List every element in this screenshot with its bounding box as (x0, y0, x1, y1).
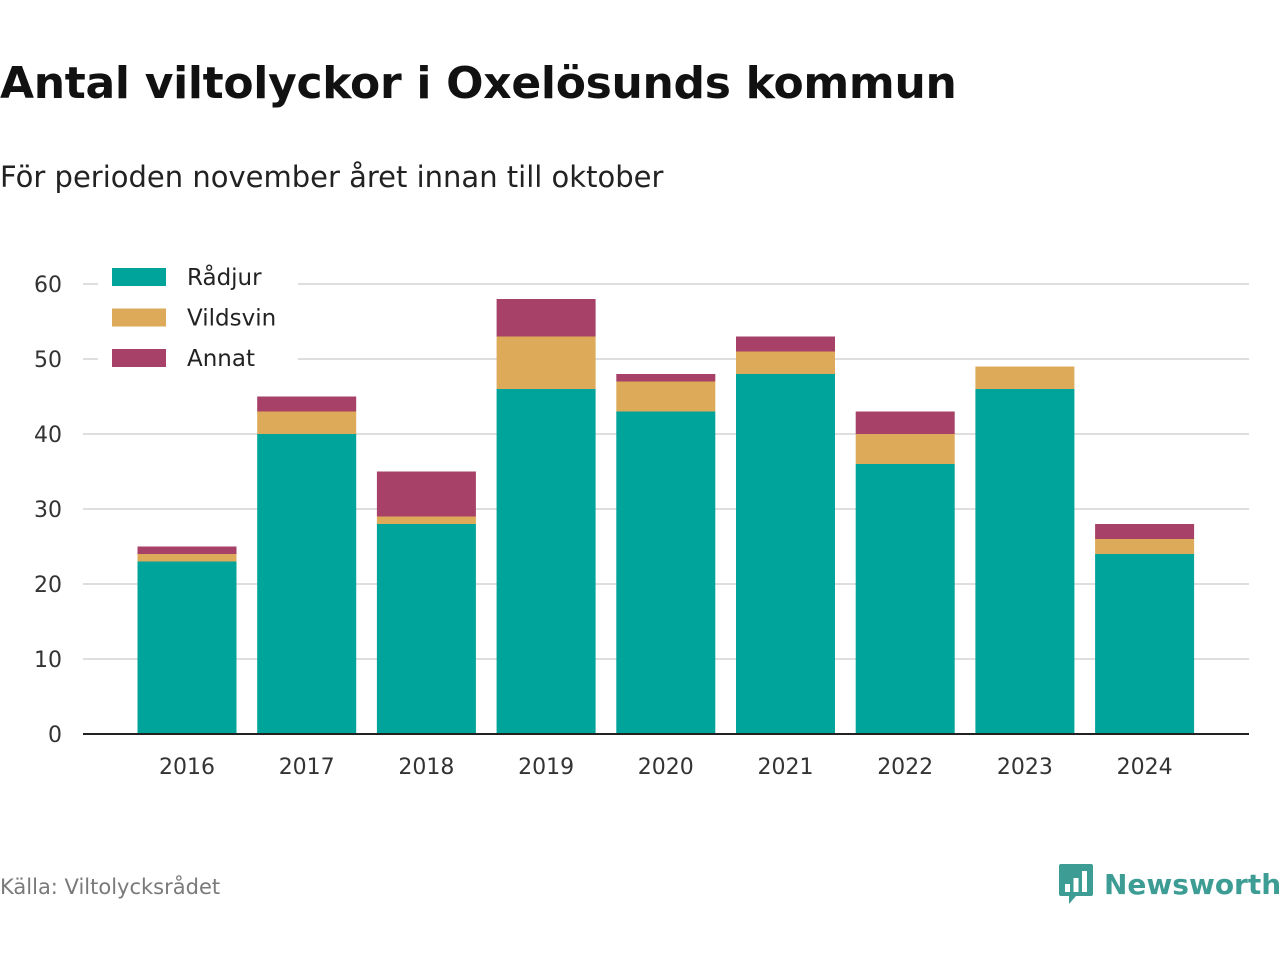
y-tick-label: 40 (34, 423, 62, 448)
y-tick-label: 10 (34, 648, 62, 673)
legend-label: Annat (187, 346, 255, 372)
bar-segment (616, 411, 716, 734)
bar-segment (137, 561, 237, 734)
bar-segment (1095, 554, 1195, 734)
bar-segment (257, 396, 357, 412)
bar-chart-speech-bubble-icon (1059, 864, 1093, 904)
chart-title: Antal viltolyckor i Oxelösunds kommun (0, 58, 957, 109)
x-tick-label: 2020 (638, 755, 694, 780)
legend: Rådjur Vildsvin Annat (98, 254, 298, 382)
y-tick-label: 0 (48, 723, 62, 748)
y-tick-label: 50 (34, 348, 62, 373)
y-tick-label: 30 (34, 498, 62, 523)
x-tick-label: 2024 (1117, 755, 1173, 780)
bar-segment (496, 336, 596, 389)
legend-label: Vildsvin (187, 306, 276, 332)
x-tick-label: 2021 (758, 755, 814, 780)
legend-swatch (112, 268, 166, 286)
bars (137, 299, 1195, 734)
bar-segment (137, 546, 237, 554)
bar-segment (1095, 539, 1195, 554)
bar-segment (616, 374, 716, 382)
bar-segment (137, 554, 237, 562)
legend-label: Rådjur (187, 263, 262, 291)
bar-segment (496, 299, 596, 337)
y-tick-label: 60 (34, 273, 62, 298)
x-tick-label: 2017 (279, 755, 335, 780)
bar-segment (257, 411, 357, 434)
chart-subtitle: För perioden november året innan till ok… (0, 160, 664, 194)
y-tick-label: 20 (34, 573, 62, 598)
bar-segment (736, 351, 835, 374)
bar-segment (855, 411, 955, 434)
bar-segment (855, 464, 955, 734)
bar-segment (496, 389, 596, 734)
x-tick-label: 2023 (997, 755, 1053, 780)
brand-name: Newsworthy (1104, 867, 1280, 901)
bar-segment (376, 524, 476, 734)
x-tick-label: 2016 (159, 755, 215, 780)
x-tick-label: 2019 (518, 755, 574, 780)
bar-segment (736, 374, 835, 734)
bar-segment (855, 434, 955, 464)
bar-segment (257, 434, 357, 734)
bar-segment (1095, 524, 1195, 539)
bar-segment (616, 381, 716, 412)
bar-segment (376, 471, 476, 517)
legend-swatch (112, 349, 166, 367)
bar-segment (975, 389, 1075, 734)
legend-swatch (112, 308, 166, 327)
y-axis-ticks: 0 10 20 30 40 50 60 (34, 273, 62, 748)
bar-segment (376, 516, 476, 524)
x-tick-label: 2022 (877, 755, 933, 780)
source-note: Källa: Viltolycksrådet (0, 875, 221, 899)
bar-segment (975, 366, 1075, 389)
x-axis-ticks: 2016 2017 2018 2019 2020 2021 2022 2023 2024 (159, 755, 1173, 780)
bar-segment (736, 336, 835, 352)
brand-logo: Newsworthy (1058, 862, 1280, 906)
x-tick-label: 2018 (398, 755, 454, 780)
